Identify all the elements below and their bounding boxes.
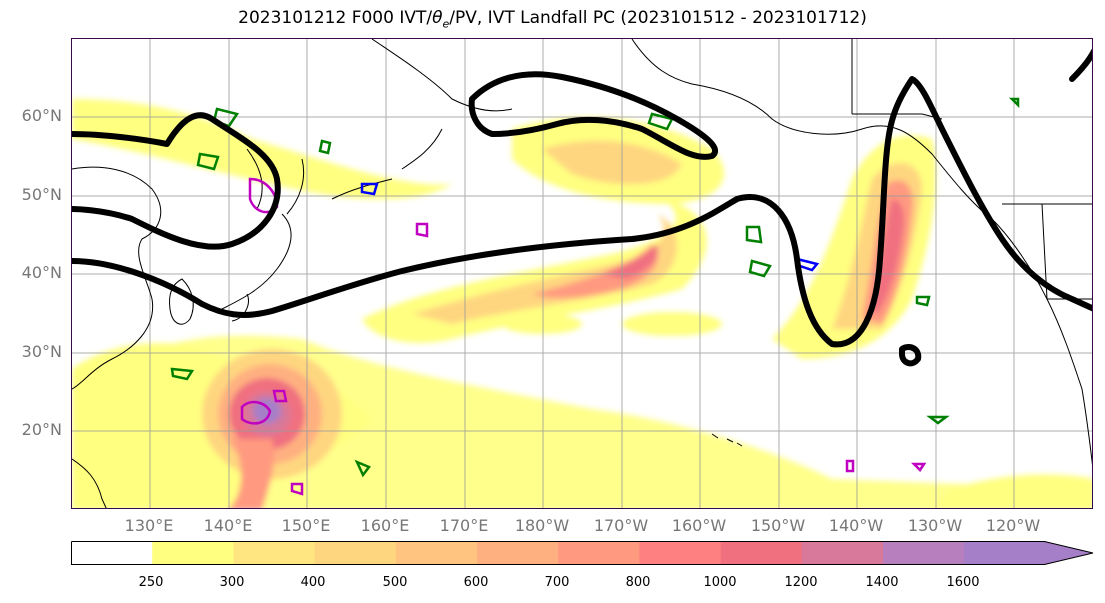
colorbar-segment bbox=[720, 541, 803, 565]
lon-label-180w: 180°W bbox=[514, 516, 570, 535]
lon-label-160e: 160°E bbox=[360, 516, 410, 535]
colorbar-segment bbox=[71, 541, 153, 565]
cbar-tick-800: 800 bbox=[625, 575, 651, 590]
map-panel bbox=[71, 38, 1093, 509]
colorbar-segment bbox=[395, 541, 478, 565]
lon-label-130w: 130°W bbox=[907, 516, 963, 535]
colorbar-segment bbox=[152, 541, 234, 565]
lon-label-140e: 140°E bbox=[203, 516, 253, 535]
cbar-tick-1600: 1600 bbox=[946, 575, 980, 590]
cbar-tick-400: 400 bbox=[300, 575, 326, 590]
cbar-tick-250: 250 bbox=[138, 575, 164, 590]
lon-label-150e: 150°E bbox=[281, 516, 331, 535]
landfall-pc-contours bbox=[72, 48, 1092, 367]
lon-label-130e: 130°E bbox=[124, 516, 174, 535]
lat-label-60n: 60°N bbox=[21, 106, 62, 125]
cbar-tick-500: 500 bbox=[382, 575, 408, 590]
colorbar-segment bbox=[314, 541, 397, 565]
lon-label-140w: 140°W bbox=[828, 516, 884, 535]
colorbar-segment bbox=[233, 541, 316, 565]
map-canvas bbox=[72, 39, 1092, 508]
cbar-tick-600: 600 bbox=[463, 575, 489, 590]
colorbar-segment bbox=[558, 541, 640, 565]
lat-label-20n: 20°N bbox=[21, 420, 62, 439]
lat-label-50n: 50°N bbox=[21, 185, 62, 204]
lon-label-150w: 150°W bbox=[750, 516, 806, 535]
colorbar-outline bbox=[71, 541, 1094, 565]
lat-label-30n: 30°N bbox=[21, 342, 62, 361]
pv-contours bbox=[170, 97, 1020, 496]
ivt-shading bbox=[72, 99, 1092, 508]
lon-label-170e: 170°E bbox=[439, 516, 489, 535]
colorbar-segment bbox=[883, 541, 965, 565]
cbar-tick-1000: 1000 bbox=[703, 575, 737, 590]
cbar-tick-1400: 1400 bbox=[865, 575, 899, 590]
colorbar-segment bbox=[964, 541, 1046, 565]
lat-label-40n: 40°N bbox=[21, 263, 62, 282]
lon-label-120w: 120°W bbox=[985, 516, 1041, 535]
ivt-colorbar bbox=[71, 541, 1094, 565]
cbar-tick-700: 700 bbox=[544, 575, 570, 590]
cbar-tick-300: 300 bbox=[219, 575, 245, 590]
lon-label-160w: 160°W bbox=[671, 516, 727, 535]
colorbar-segment bbox=[477, 541, 559, 565]
map-title: 2023101212 F000 IVT/θe/PV, IVT Landfall … bbox=[238, 8, 867, 31]
lon-label-170w: 170°W bbox=[593, 516, 649, 535]
colorbar-extend-arrow bbox=[1044, 541, 1093, 565]
cbar-tick-1200: 1200 bbox=[784, 575, 818, 590]
colorbar-segment bbox=[801, 541, 884, 565]
graticule bbox=[72, 39, 1092, 508]
colorbar-segment bbox=[639, 541, 722, 565]
